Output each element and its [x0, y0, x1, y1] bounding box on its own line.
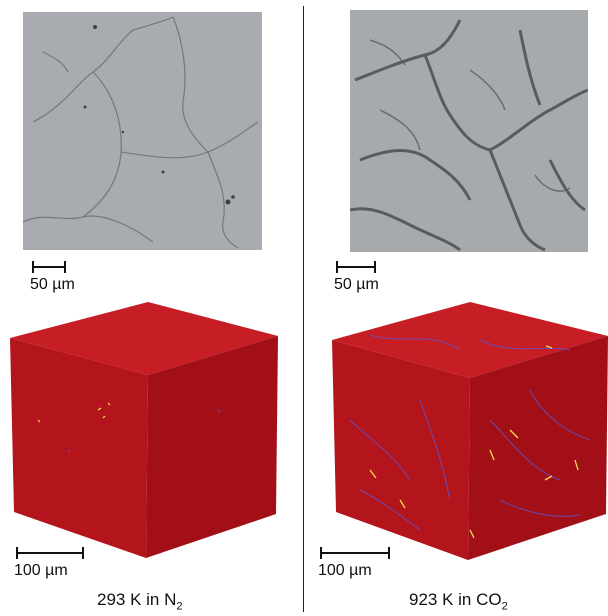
micro-scale-label: 50 µm [30, 276, 75, 294]
condition-caption-293k: 293 K in N2 [97, 590, 183, 612]
micro-scale-label: 50 µm [334, 276, 379, 294]
panel-923k: 50 µm 100 µm [304, 0, 608, 616]
cube-scale-label: 100 µm [318, 562, 372, 580]
panel-293k: 50 µm 100 µm 293 K in N2 [0, 0, 304, 616]
tomography-cube-923k [330, 300, 608, 562]
condition-caption-923k: 923 K in CO2 [409, 590, 508, 612]
micrograph-923k [350, 10, 588, 252]
tomography-cube-293k [8, 300, 280, 560]
cube-scale-label: 100 µm [14, 562, 68, 580]
micrograph-293k [23, 12, 262, 250]
